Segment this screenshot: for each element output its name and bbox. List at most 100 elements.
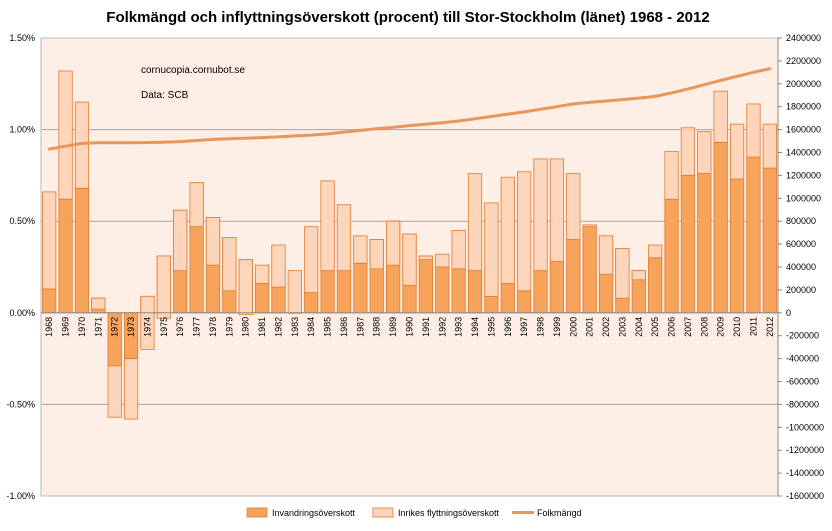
bar-inrikes-flyttningsoverskott: [123, 358, 139, 420]
bar-invandringsoverskott: [648, 257, 663, 314]
bar-invandringsoverskott: [484, 295, 499, 314]
category-tick-label: 2003: [617, 317, 627, 337]
category-tick-label: 2006: [667, 317, 677, 337]
annotation-data-credit: Data: SCB: [141, 90, 189, 101]
bar-invandringsoverskott: [713, 142, 728, 314]
bar-inrikes-flyttningsoverskott: [156, 255, 171, 319]
right-axis-tick-label: -1200000: [786, 445, 824, 455]
category-tick-label: 1991: [421, 317, 431, 337]
right-axis-tick-label: -1600000: [786, 491, 824, 501]
right-axis-tick-label: 600000: [786, 239, 816, 249]
category-tick-label: 1995: [486, 317, 496, 337]
category-tick-label: 1974: [142, 317, 152, 337]
bar-inrikes-flyttningsoverskott: [238, 259, 253, 316]
left-axis-tick-label: 0.50%: [9, 216, 35, 226]
bar-invandringsoverskott: [336, 270, 352, 314]
right-axis-tick-label: 800000: [786, 216, 816, 226]
bar-invandringsoverskott: [517, 290, 532, 314]
right-axis-tick-label: -1400000: [786, 468, 824, 478]
bar-invandringsoverskott: [254, 283, 270, 314]
bar-invandringsoverskott: [582, 226, 597, 314]
bar-inrikes-flyttningsoverskott: [533, 158, 548, 272]
bar-inrikes-flyttningsoverskott: [648, 244, 663, 259]
right-axis-tick-label: -200000: [786, 331, 819, 341]
bar-inrikes-flyttningsoverskott: [107, 365, 122, 418]
chart-title: Folkmängd och inflyttningsöverskott (pro…: [106, 9, 709, 26]
bar-inrikes-flyttningsoverskott: [336, 204, 352, 272]
right-axis-tick-label: 1800000: [786, 102, 821, 112]
category-tick-label: 1988: [372, 317, 382, 337]
category-tick-label: 1986: [339, 317, 349, 337]
bar-inrikes-flyttningsoverskott: [402, 233, 417, 286]
category-tick-label: 1982: [273, 317, 283, 337]
bar-invandringsoverskott: [58, 198, 73, 314]
category-tick-label: 1992: [437, 317, 447, 337]
bar-invandringsoverskott: [729, 178, 745, 314]
category-tick-label: 2012: [765, 317, 775, 337]
left-axis-tick-label: -1.00%: [6, 491, 35, 501]
bar-invandringsoverskott: [500, 283, 515, 314]
bar-invandringsoverskott: [697, 173, 712, 314]
bar-inrikes-flyttningsoverskott: [91, 297, 106, 310]
category-tick-label: 1981: [257, 317, 267, 337]
bar-inrikes-flyttningsoverskott: [746, 103, 761, 158]
category-tick-label: 1972: [110, 317, 120, 337]
bar-inrikes-flyttningsoverskott: [680, 127, 696, 176]
bar-inrikes-flyttningsoverskott: [222, 237, 237, 292]
category-tick-label: 1968: [44, 317, 54, 337]
left-axis-tick-label: 0.00%: [9, 308, 35, 318]
bar-inrikes-flyttningsoverskott: [664, 151, 679, 200]
right-axis-tick-label: 0: [786, 308, 791, 318]
bar-inrikes-flyttningsoverskott: [582, 224, 597, 228]
category-tick-label: 1978: [208, 317, 218, 337]
category-tick-label: 1971: [93, 317, 103, 337]
category-tick-label: 1994: [470, 317, 480, 337]
bar-inrikes-flyttningsoverskott: [598, 235, 614, 275]
right-axis-tick-label: 1600000: [786, 125, 821, 135]
category-tick-label: 1977: [192, 317, 202, 337]
bar-invandringsoverskott: [435, 266, 450, 314]
bar-invandringsoverskott: [320, 270, 335, 314]
category-tick-label: 2000: [568, 317, 578, 337]
right-axis-tick-label: -600000: [786, 377, 819, 387]
right-axis-tick-label: 2000000: [786, 79, 821, 89]
bar-invandringsoverskott: [664, 198, 679, 314]
bar-inrikes-flyttningsoverskott: [271, 244, 286, 288]
bar-inrikes-flyttningsoverskott: [369, 239, 384, 270]
bar-inrikes-flyttningsoverskott: [353, 235, 368, 264]
right-axis-tick-label: 200000: [786, 285, 816, 295]
bar-invandringsoverskott: [533, 270, 548, 314]
bar-invandringsoverskott: [271, 286, 286, 314]
bar-inrikes-flyttningsoverskott: [467, 173, 483, 272]
bar-invandringsoverskott: [566, 239, 581, 314]
bar-invandringsoverskott: [304, 292, 319, 314]
category-tick-label: 1973: [126, 317, 136, 337]
bar-inrikes-flyttningsoverskott: [254, 264, 270, 284]
plot-area: 1.50% 1.00% 0.50% 0.00% -0.50% -1.00% 2400000 2…: [6, 33, 824, 501]
category-tick-label: 2002: [601, 317, 611, 337]
bar-inrikes-flyttningsoverskott: [42, 191, 57, 290]
category-tick-label: 1989: [388, 317, 398, 337]
line-folkmangd: [47, 67, 772, 151]
bar-invandringsoverskott: [746, 156, 761, 314]
category-tick-label: 2007: [683, 317, 693, 337]
bar-inrikes-flyttningsoverskott: [320, 180, 335, 272]
bar-inrikes-flyttningsoverskott: [729, 123, 745, 180]
category-tick-label: 1998: [536, 317, 546, 337]
category-tick-label: 1969: [61, 317, 71, 337]
right-axis-tick-label: 2400000: [786, 33, 821, 43]
category-tick-label: 1980: [241, 317, 251, 337]
bar-inrikes-flyttningsoverskott: [631, 270, 646, 281]
category-tick-label: 1993: [454, 317, 464, 337]
bar-invandringsoverskott: [42, 288, 57, 314]
category-tick-label: 1999: [552, 317, 562, 337]
right-axis-tick-label: 1000000: [786, 193, 821, 203]
category-tick-label: 1979: [224, 317, 234, 337]
right-axis-tick-label: -400000: [786, 354, 819, 364]
category-tick-label: 1970: [77, 317, 87, 337]
bar-inrikes-flyttningsoverskott: [58, 70, 73, 200]
bar-invandringsoverskott: [549, 261, 565, 314]
category-tick-label: 1976: [175, 317, 185, 337]
bar-invandringsoverskott: [353, 262, 368, 314]
category-tick-label: 2008: [699, 317, 709, 337]
